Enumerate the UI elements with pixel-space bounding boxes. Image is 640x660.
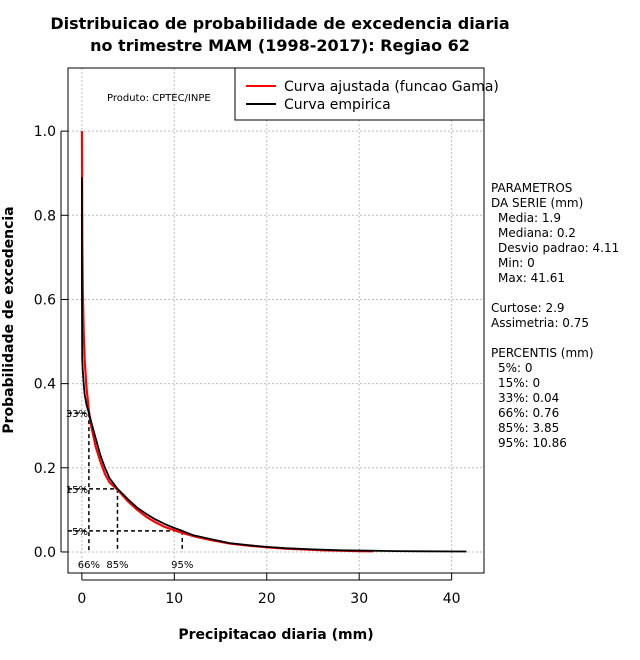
y-axis-label: Probabilidade de excedencia [1, 206, 17, 433]
percentil-85: 85%: 3.85 [498, 421, 560, 435]
percentile-x-label: 95% [171, 560, 193, 571]
stat-max: Max: 41.61 [498, 271, 566, 285]
x-tick-label: 30 [350, 591, 368, 607]
chart-title: Distribuicao de probabilidade de exceden… [50, 14, 510, 33]
x-tick-label: 0 [77, 591, 86, 607]
percentil-5: 5%: 0 [498, 361, 533, 375]
percentile-prob-label: 15% [66, 485, 88, 496]
legend-label-fitted: Curva ajustada (funcao Gama) [284, 79, 499, 95]
percentile-prob-label: 33% [66, 409, 88, 420]
chart-subtitle: no trimestre MAM (1998-2017): Regiao 62 [90, 36, 470, 55]
y-tick-label: 0.2 [34, 461, 56, 477]
percentil-33: 33%: 0.04 [498, 391, 560, 405]
percentis-heading: PERCENTIS (mm) [491, 346, 594, 360]
y-tick-label: 1.0 [34, 124, 56, 140]
percentil-66: 66%: 0.76 [498, 406, 560, 420]
y-tick-label: 0.0 [34, 545, 56, 561]
plot-frame [67, 67, 485, 574]
y-tick-label: 0.8 [34, 208, 56, 224]
product-note: Produto: CPTEC/INPE [107, 93, 211, 104]
stats-heading-1: PARAMETROS [491, 181, 573, 195]
percentile-x-label: 85% [106, 560, 128, 571]
legend-label-empirical: Curva empirica [284, 97, 391, 113]
stat-desvio: Desvio padrao: 4.11 [498, 241, 620, 255]
percentile-prob-label: 5% [72, 527, 88, 538]
series-fitted-gamma-line [80, 131, 374, 553]
stat-min: Min: 0 [498, 256, 535, 270]
grid-layer [68, 68, 484, 573]
x-tick-label: 40 [443, 591, 461, 607]
stat-curtose: Curtose: 2.9 [491, 301, 565, 315]
y-tick-label: 0.6 [34, 292, 56, 308]
x-axis-label: Precipitacao diaria (mm) [178, 627, 373, 643]
x-tick-label: 20 [258, 591, 276, 607]
axis-layer: 0 10 20 30 40 0.0 0.2 0.4 0.6 0.8 1.0 [34, 124, 461, 607]
x-tick-label: 10 [165, 591, 183, 607]
series-layer [80, 131, 467, 553]
stat-mediana: Mediana: 0.2 [498, 226, 576, 240]
percentile-x-label: 66% [78, 560, 100, 571]
stats-panel: PARAMETROS DA SERIE (mm) Media: 1.9 Medi… [491, 181, 619, 451]
stats-heading-2: DA SERIE (mm) [491, 196, 584, 210]
stat-assimetria: Assimetria: 0.75 [491, 316, 590, 330]
percentil-95: 95%: 10.86 [498, 436, 567, 450]
legend-box [234, 67, 485, 121]
percentil-15: 15%: 0 [498, 376, 541, 390]
stat-media: Media: 1.9 [498, 211, 561, 225]
percentile-markers: 33% 66% 15% 85% 5% 95% [66, 409, 194, 571]
legend: Curva ajustada (funcao Gama) Curva empir… [234, 67, 499, 121]
y-tick-label: 0.4 [34, 377, 56, 393]
series-empirical-line [81, 177, 467, 553]
